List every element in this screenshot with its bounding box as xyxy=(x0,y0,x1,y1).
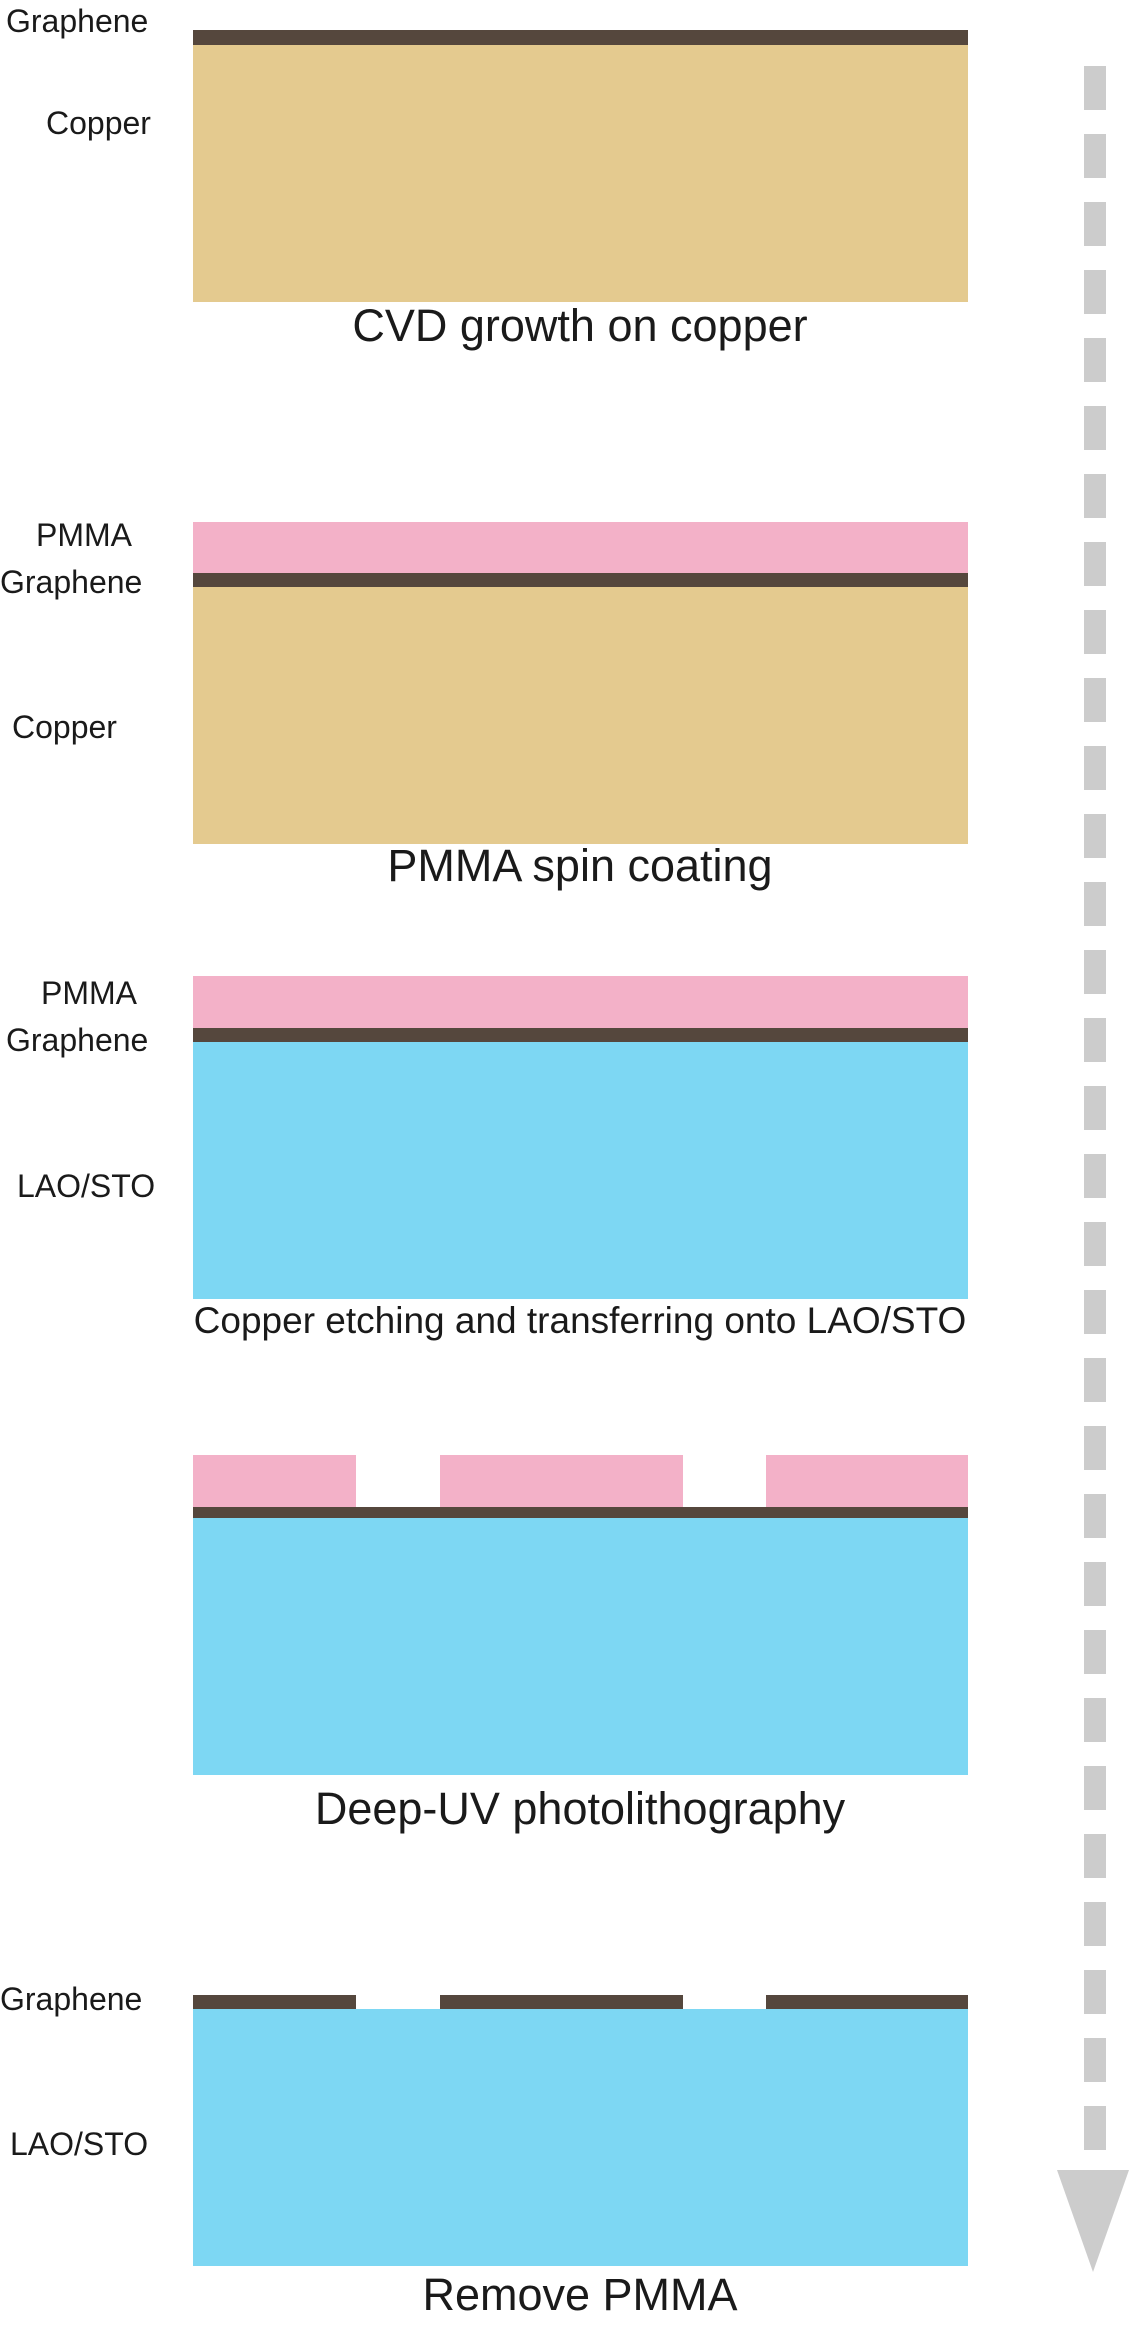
arrow-dash xyxy=(1084,882,1106,926)
arrow-dash xyxy=(1084,1562,1106,1606)
arrow-dash xyxy=(1084,950,1106,994)
arrow-dash xyxy=(1084,202,1106,246)
graphene-layer xyxy=(193,1507,968,1518)
graphene-layer xyxy=(193,1028,968,1042)
arrow-dashes xyxy=(1084,66,1106,2150)
arrow-dash xyxy=(1084,1358,1106,1402)
arrow-dash xyxy=(1084,1902,1106,1946)
arrow-dash xyxy=(1084,134,1106,178)
arrow-dash xyxy=(1084,338,1106,382)
graphene-pattern-block xyxy=(440,1995,683,2009)
copper-substrate xyxy=(193,45,968,302)
arrow-dash xyxy=(1084,746,1106,790)
label-graphene: Graphene xyxy=(0,1981,143,2017)
label-pmma: PMMA xyxy=(41,975,137,1011)
arrow-dash xyxy=(1084,1018,1106,1062)
graphene-layer xyxy=(193,30,968,45)
step-caption: Copper etching and transferring onto LAO… xyxy=(193,1300,967,1341)
arrow-dash xyxy=(1084,1766,1106,1810)
graphene-pattern-block xyxy=(193,1995,356,2009)
arrow-dash xyxy=(1084,1630,1106,1674)
label-graphene: Graphene xyxy=(0,564,143,600)
lao-sto-substrate xyxy=(193,1042,968,1299)
arrow-dash xyxy=(1084,2106,1106,2150)
pmma-pattern-block xyxy=(193,1455,356,1507)
arrow-dash xyxy=(1084,66,1106,110)
arrow-dash xyxy=(1084,1154,1106,1198)
lao-sto-substrate xyxy=(193,1518,968,1775)
arrow-head xyxy=(1057,2170,1129,2272)
arrow-dash xyxy=(1084,542,1106,586)
arrow-dash xyxy=(1084,1698,1106,1742)
label-graphene: Graphene xyxy=(6,1022,149,1058)
label-copper: Copper xyxy=(12,709,117,745)
arrow-dash xyxy=(1084,1086,1106,1130)
arrow-dash xyxy=(1084,678,1106,722)
label-lao-sto: LAO/STO xyxy=(17,1168,156,1204)
arrow-dash xyxy=(1084,270,1106,314)
graphene-pattern-block xyxy=(766,1995,968,2009)
copper-substrate xyxy=(193,587,968,844)
arrow-dash xyxy=(1084,1222,1106,1266)
arrow-dash xyxy=(1084,814,1106,858)
step-caption: Deep-UV photolithography xyxy=(314,1783,846,1834)
label-pmma: PMMA xyxy=(36,517,132,553)
arrow-dash xyxy=(1084,1834,1106,1878)
dashed-down-arrow-icon xyxy=(1057,66,1129,2272)
graphene-layer xyxy=(193,573,968,587)
step-caption: CVD growth on copper xyxy=(352,300,808,351)
pmma-layer xyxy=(193,522,968,573)
step-caption: Remove PMMA xyxy=(422,2269,738,2320)
label-lao-sto: LAO/STO xyxy=(10,2126,149,2162)
arrow-dash xyxy=(1084,1426,1106,1470)
arrow-dash xyxy=(1084,1494,1106,1538)
label-graphene: Graphene xyxy=(6,3,149,39)
lao-sto-substrate xyxy=(193,2009,968,2266)
arrow-dash xyxy=(1084,406,1106,450)
label-copper: Copper xyxy=(46,105,151,141)
arrow-dash xyxy=(1084,474,1106,518)
arrow-dash xyxy=(1084,1970,1106,2014)
pmma-pattern-block xyxy=(440,1455,683,1507)
arrow-dash xyxy=(1084,610,1106,654)
arrow-dash xyxy=(1084,2038,1106,2082)
pmma-layer xyxy=(193,976,968,1028)
pmma-pattern-block xyxy=(766,1455,968,1507)
step-caption: PMMA spin coating xyxy=(387,840,773,891)
arrow-dash xyxy=(1084,1290,1106,1334)
